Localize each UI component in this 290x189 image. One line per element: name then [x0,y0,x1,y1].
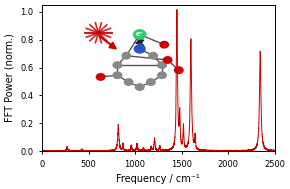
Y-axis label: FFT Power (norm.): FFT Power (norm.) [5,34,15,122]
X-axis label: Frequency / cm⁻¹: Frequency / cm⁻¹ [117,174,200,184]
